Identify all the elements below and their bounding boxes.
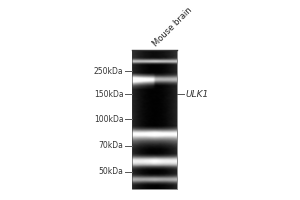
Text: Mouse brain: Mouse brain bbox=[151, 5, 194, 48]
Text: 70kDa: 70kDa bbox=[99, 141, 124, 150]
Bar bbox=[132, 50, 176, 189]
Text: 150kDa: 150kDa bbox=[94, 90, 124, 99]
Bar bbox=[132, 50, 176, 189]
Text: 250kDa: 250kDa bbox=[94, 67, 124, 76]
Text: 50kDa: 50kDa bbox=[99, 167, 124, 176]
Text: 100kDa: 100kDa bbox=[94, 115, 124, 124]
Text: ULK1: ULK1 bbox=[185, 90, 208, 99]
